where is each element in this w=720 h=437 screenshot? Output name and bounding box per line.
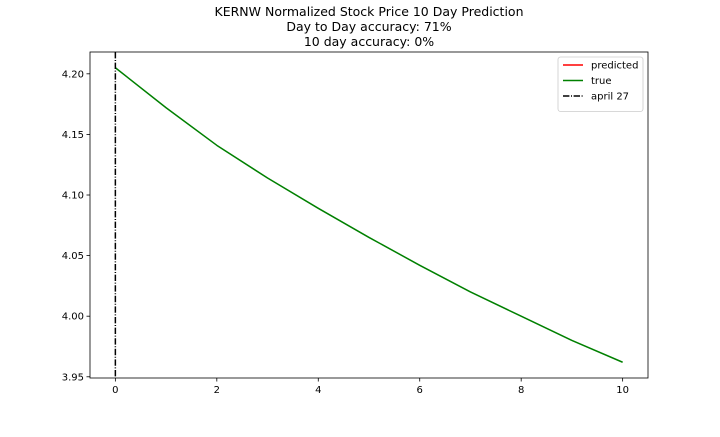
x-axis: 0 2 4 6 8 10 [112,378,629,396]
chart-title: KERNW Normalized Stock Price 10 Day Pred… [215,4,524,49]
y-tick-label: 4.00 [62,312,84,323]
legend-label-april-27: april 27 [591,92,629,103]
y-tick-label: 4.10 [62,191,84,202]
legend-label-predicted: predicted [591,61,638,72]
chart-title-line-1: KERNW Normalized Stock Price 10 Day Pred… [215,4,524,19]
y-tick-label: 3.95 [62,372,84,383]
series-line-true [114,67,623,363]
legend: predicted true april 27 [557,56,644,112]
x-tick-label: 4 [315,385,321,396]
chart-title-line-2: Day to Day accuracy: 71% [286,19,451,34]
y-tick-label: 4.05 [62,251,84,262]
plot-area [89,51,649,379]
legend-label-true: true [591,76,612,87]
x-tick-label: 2 [214,385,220,396]
chart-title-line-3: 10 day accuracy: 0% [304,34,434,49]
x-tick-label: 8 [518,385,524,396]
y-tick-label: 4.15 [62,130,84,141]
x-tick-label: 6 [417,385,423,396]
y-axis: 3.95 4.00 4.05 4.10 4.15 4.20 [62,69,90,383]
legend-box [557,56,644,112]
y-tick-label: 4.20 [62,69,84,80]
plot-frame [89,51,649,379]
x-tick-label: 0 [112,385,118,396]
x-tick-label: 10 [616,385,629,396]
